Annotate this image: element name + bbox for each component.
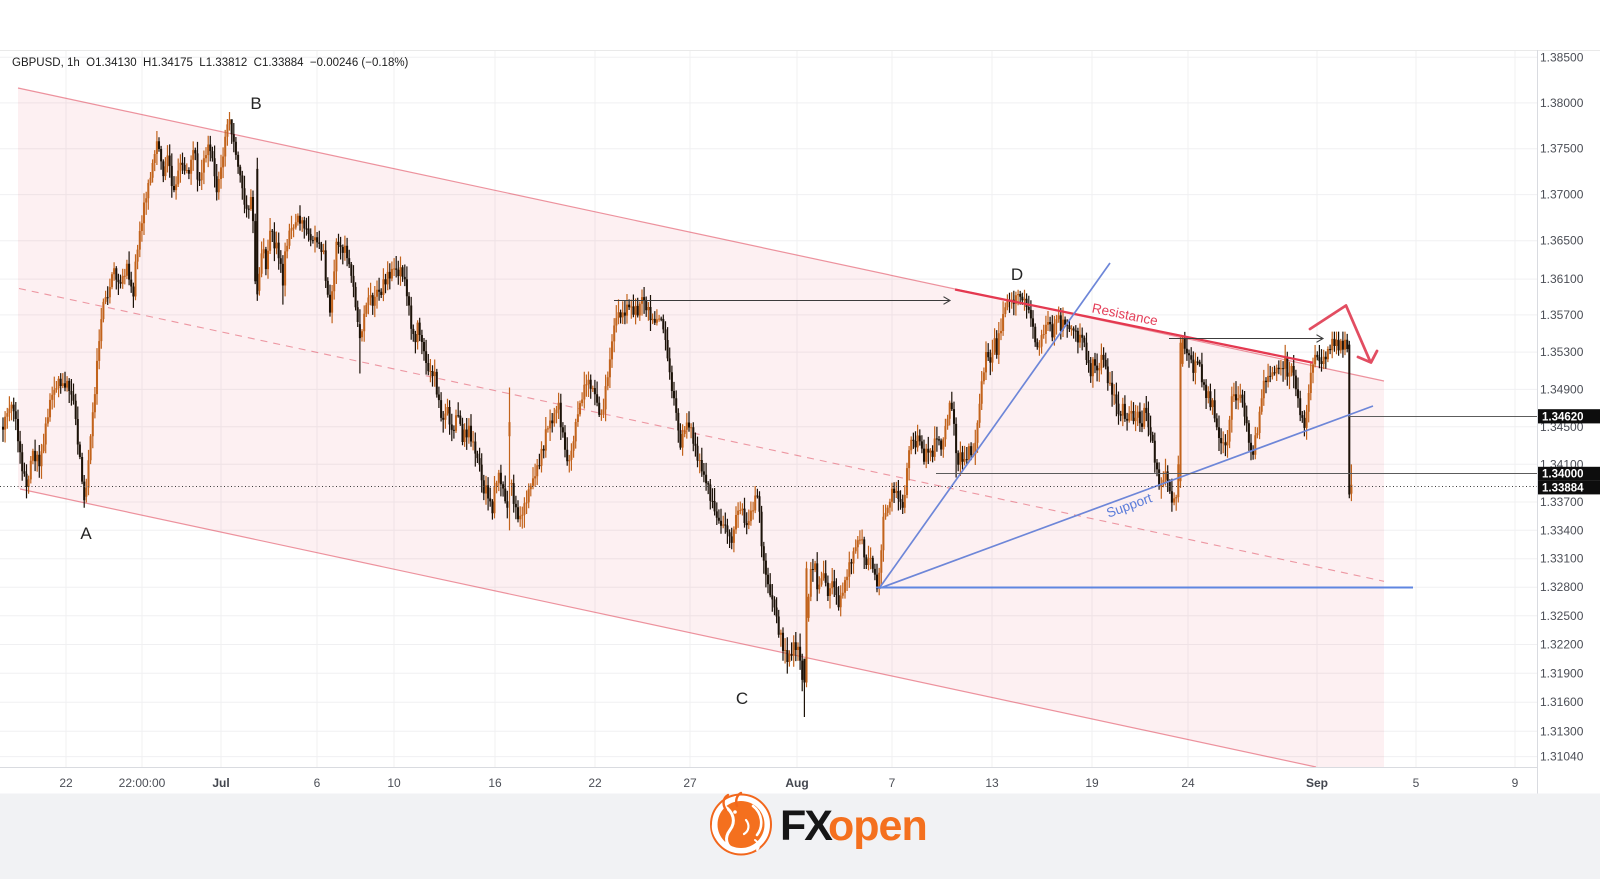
svg-text:1.33100: 1.33100 xyxy=(1540,552,1584,566)
svg-text:1.34620: 1.34620 xyxy=(1542,411,1584,423)
svg-text:open: open xyxy=(828,802,927,850)
svg-text:1.34000: 1.34000 xyxy=(1542,469,1584,481)
svg-text:Jul: Jul xyxy=(212,776,229,790)
svg-text:GBPUSD, 1h O1.34130 H1.34175: GBPUSD, 1h O1.34130 H1.34175 L1.33812 C1… xyxy=(12,57,409,69)
svg-text:1.35300: 1.35300 xyxy=(1540,345,1584,359)
svg-text:22: 22 xyxy=(588,776,602,790)
svg-text:13: 13 xyxy=(985,776,999,790)
svg-text:1.33700: 1.33700 xyxy=(1540,495,1584,509)
svg-text:24: 24 xyxy=(1181,776,1195,790)
svg-text:FX: FX xyxy=(780,802,833,850)
svg-text:16: 16 xyxy=(488,776,502,790)
svg-text:1.31300: 1.31300 xyxy=(1540,724,1584,738)
svg-text:1.37500: 1.37500 xyxy=(1540,142,1584,156)
svg-text:5: 5 xyxy=(1413,776,1420,790)
svg-text:A: A xyxy=(80,524,92,543)
svg-text:10: 10 xyxy=(387,776,401,790)
svg-text:1.36500: 1.36500 xyxy=(1540,234,1584,248)
svg-text:1.33400: 1.33400 xyxy=(1540,523,1584,537)
svg-text:27: 27 xyxy=(683,776,697,790)
svg-text:1.38000: 1.38000 xyxy=(1540,96,1584,110)
svg-text:1.32800: 1.32800 xyxy=(1540,580,1584,594)
svg-text:1.31040: 1.31040 xyxy=(1540,750,1584,764)
svg-text:D: D xyxy=(1011,265,1023,284)
svg-text:1.38500: 1.38500 xyxy=(1540,50,1584,64)
svg-text:1.32200: 1.32200 xyxy=(1540,638,1584,652)
svg-text:1.31600: 1.31600 xyxy=(1540,695,1584,709)
svg-text:6: 6 xyxy=(314,776,321,790)
svg-text:B: B xyxy=(250,94,261,113)
svg-text:1.35700: 1.35700 xyxy=(1540,308,1584,322)
svg-text:22:00:00: 22:00:00 xyxy=(119,776,166,790)
svg-text:1.34900: 1.34900 xyxy=(1540,382,1584,396)
svg-text:19: 19 xyxy=(1085,776,1099,790)
svg-text:1.32500: 1.32500 xyxy=(1540,609,1584,623)
svg-text:22: 22 xyxy=(59,776,73,790)
svg-text:1.31900: 1.31900 xyxy=(1540,666,1584,680)
svg-text:Sep: Sep xyxy=(1306,776,1328,790)
svg-text:7: 7 xyxy=(889,776,896,790)
svg-text:Aug: Aug xyxy=(785,776,808,790)
svg-text:1.36100: 1.36100 xyxy=(1540,272,1584,286)
svg-text:C: C xyxy=(736,689,748,708)
svg-text:9: 9 xyxy=(1512,776,1519,790)
svg-text:1.33884: 1.33884 xyxy=(1542,483,1584,495)
svg-text:1.37000: 1.37000 xyxy=(1540,188,1584,202)
